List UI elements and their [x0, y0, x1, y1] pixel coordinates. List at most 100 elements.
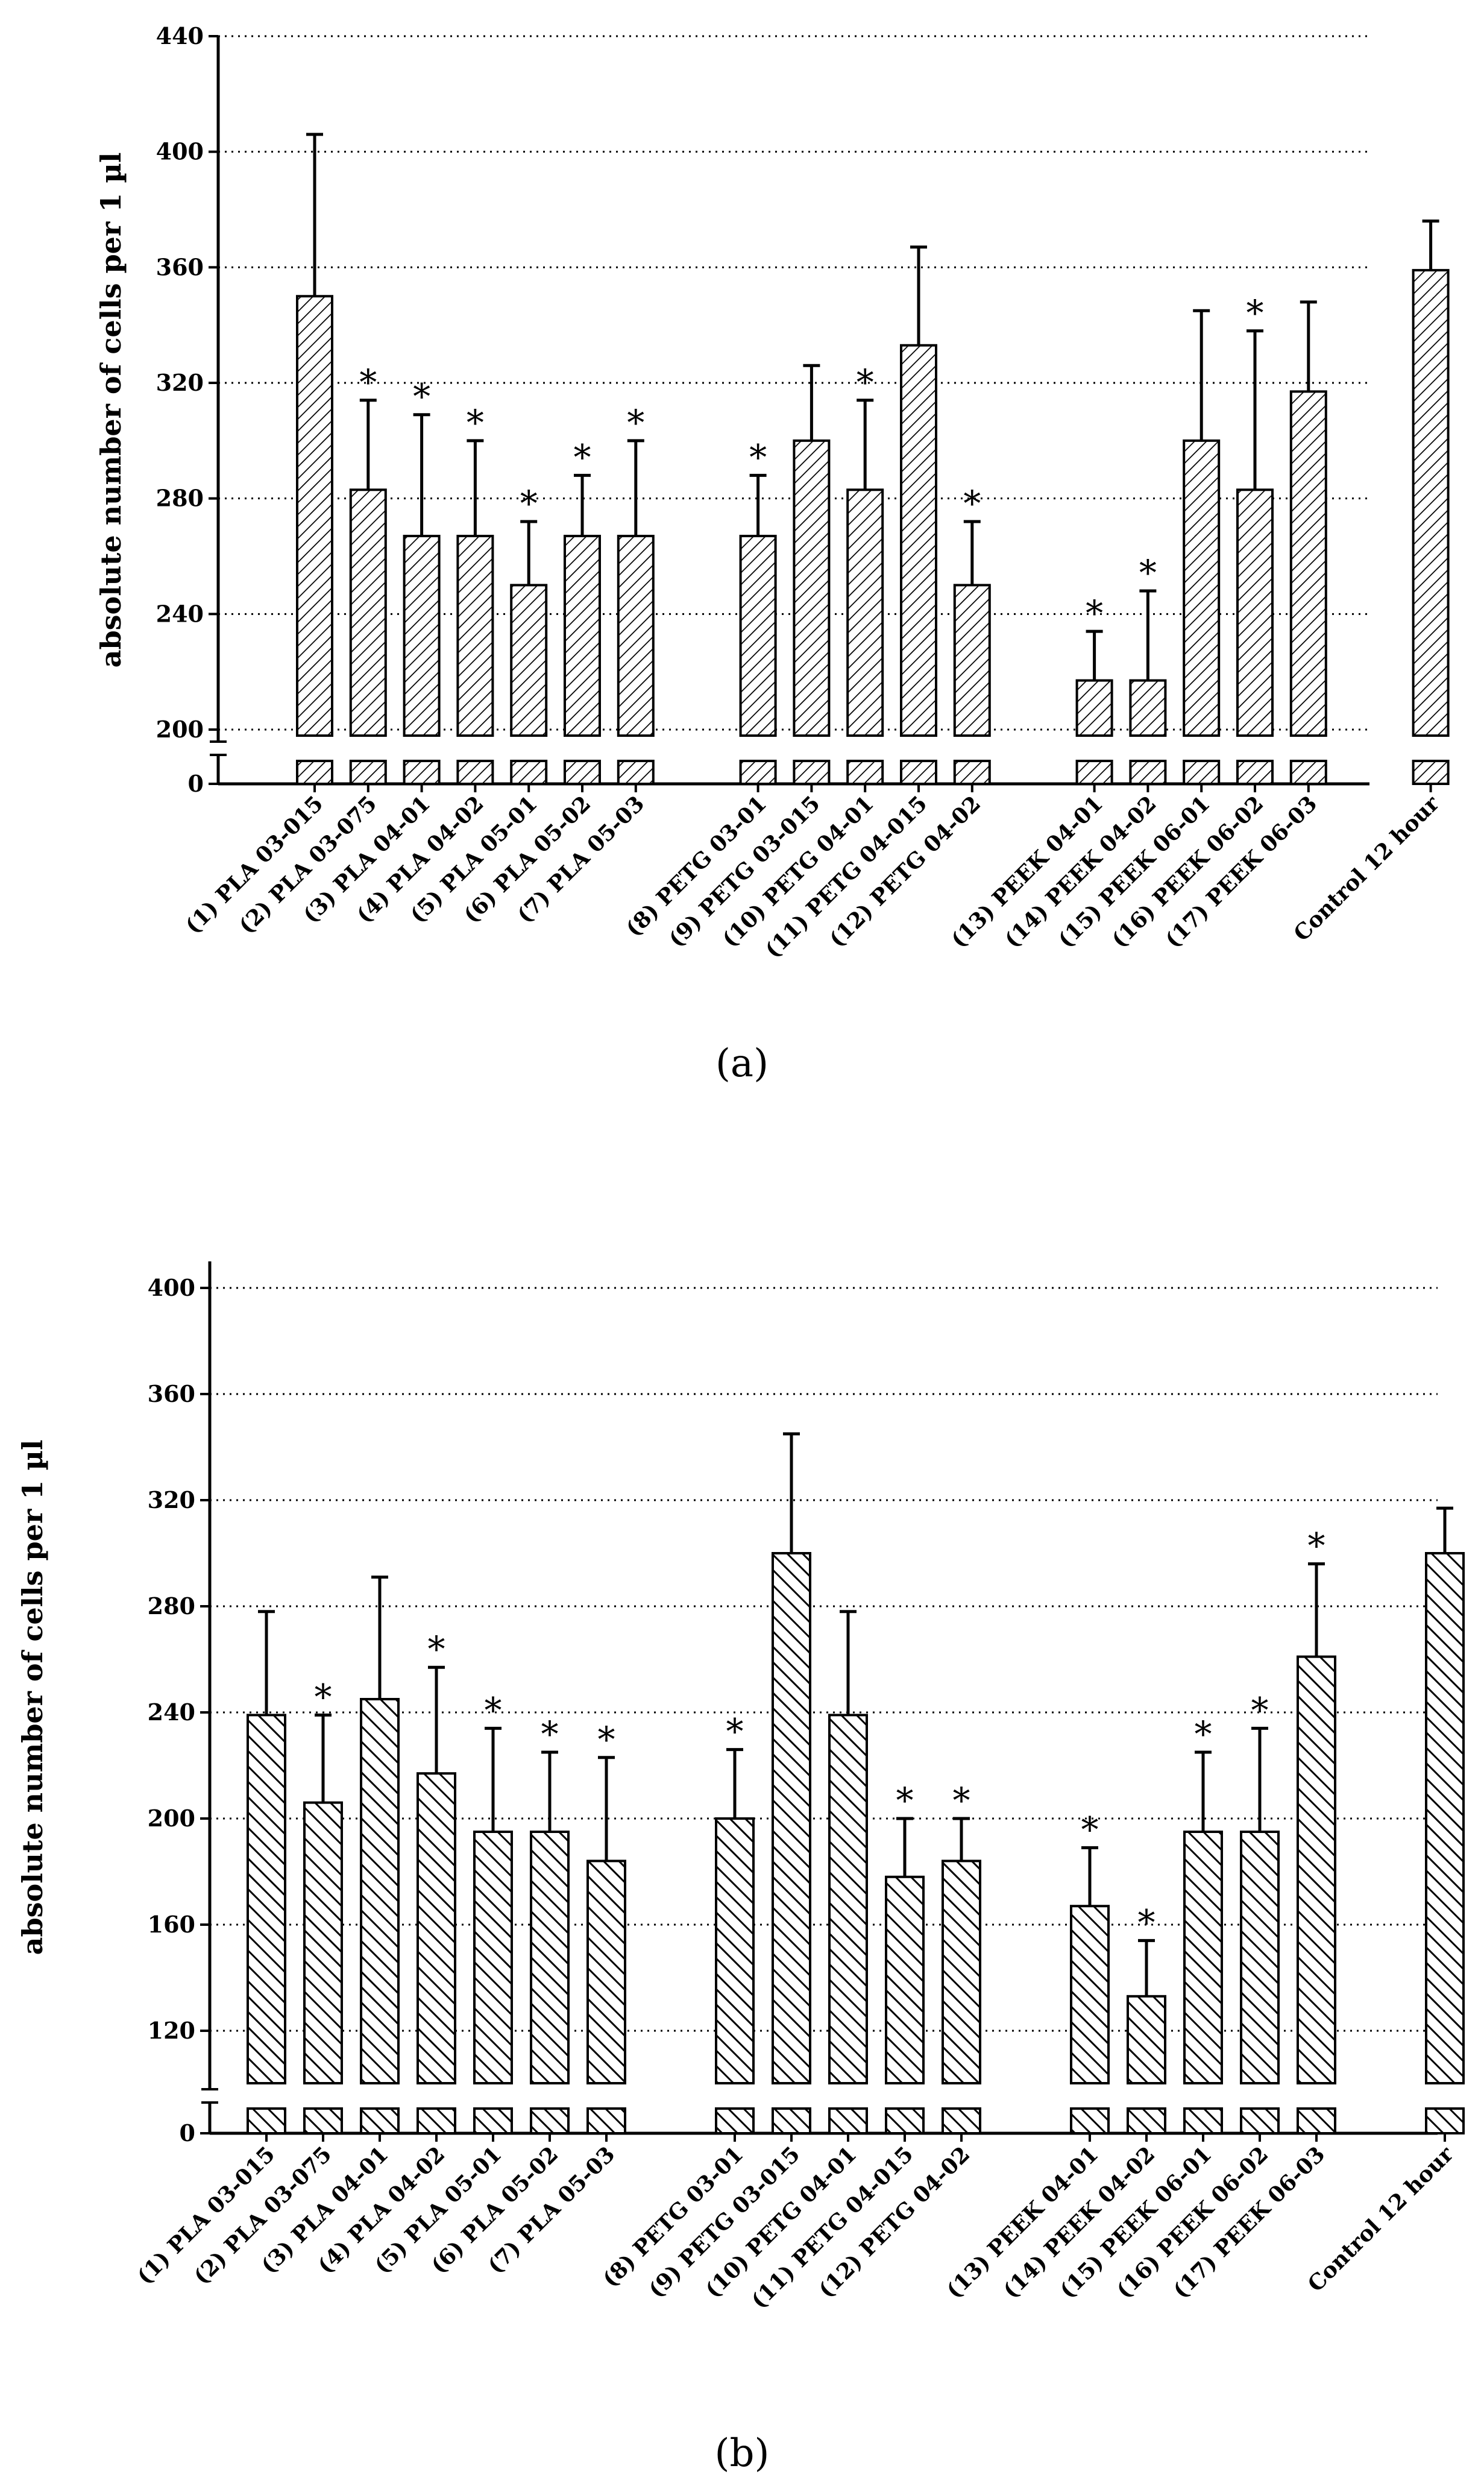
bar [772, 1552, 811, 2084]
bar-stub [772, 2107, 811, 2134]
bar [303, 1801, 343, 2085]
bar-stub [1127, 2107, 1166, 2134]
y-tick-label-zero: 0 [180, 2119, 195, 2147]
bar [1240, 1831, 1280, 2084]
bar [296, 295, 333, 737]
significance-marker: * [574, 437, 591, 478]
panel-a-label: (a) [715, 1041, 769, 1086]
bar-stub [1236, 760, 1274, 785]
bar-stub [715, 2107, 755, 2134]
y-tick-label: 280 [156, 485, 204, 512]
bar-stub [586, 2107, 626, 2134]
bar [1129, 679, 1167, 737]
bar [586, 1860, 626, 2084]
bar-stub [828, 2107, 868, 2134]
chart-panel-b: 120 160 200 240 280 320 360 400 0 absolute number… [16, 1261, 1465, 2314]
significance-marker: * [896, 1780, 914, 1821]
significance-marker: * [1086, 593, 1103, 634]
bar [885, 1875, 925, 2085]
bar [715, 1817, 755, 2084]
bar-stub [564, 760, 601, 785]
y-tick-label: 400 [156, 138, 204, 165]
bar-stub [1070, 2107, 1110, 2134]
bar-stub [900, 760, 937, 785]
bar [1075, 679, 1113, 737]
y-tick-label: 320 [156, 369, 204, 396]
significance-marker: * [1251, 1689, 1269, 1730]
bar [828, 1714, 868, 2084]
significance-marker: * [726, 1711, 744, 1752]
bar-stub [953, 760, 991, 785]
significance-marker: * [520, 483, 538, 524]
bar-stub [1183, 2107, 1223, 2134]
y-tick-label: 400 [148, 1274, 195, 1301]
bar [1183, 1831, 1223, 2084]
y-tick-label: 240 [148, 1699, 195, 1726]
bar [739, 534, 777, 737]
bar [349, 488, 387, 737]
significance-marker: * [963, 483, 981, 524]
bar-stub [942, 2107, 981, 2134]
bar [942, 1860, 981, 2084]
significance-marker: * [467, 402, 484, 443]
bar-stub [1412, 760, 1450, 785]
y-tick-label-zero: 0 [188, 770, 204, 797]
bar-stub [530, 2107, 570, 2134]
bar [1183, 439, 1221, 737]
y-tick-label: 320 [148, 1486, 195, 1513]
bar [1070, 1905, 1110, 2084]
bar [953, 584, 991, 737]
bar [564, 534, 601, 737]
bar-stub [1075, 760, 1113, 785]
y-tick-label: 160 [148, 1911, 195, 1938]
bar-stub [617, 760, 655, 785]
bar-stub [247, 2107, 286, 2134]
bar [247, 1714, 286, 2084]
bar-stub [739, 760, 777, 785]
chart-panel-a: 200 240 280 320 360 400 440 0 absolute number of… [95, 22, 1450, 963]
bar [793, 439, 831, 737]
bar [1425, 1552, 1465, 2084]
bar-stub [456, 760, 494, 785]
bar [1412, 269, 1450, 737]
bar-stub [846, 760, 884, 785]
bar-stub [296, 760, 333, 785]
bar [417, 1772, 456, 2084]
significance-marker: * [1308, 1525, 1325, 1566]
significance-marker: * [1139, 552, 1157, 593]
bar-stub [349, 760, 387, 785]
bar-stub [417, 2107, 456, 2134]
bar [846, 488, 884, 737]
bar [900, 344, 937, 737]
y-tick-label: 240 [156, 600, 204, 627]
bar-stub [793, 760, 831, 785]
bar [456, 534, 494, 737]
bar [617, 534, 655, 737]
bar-stub [473, 2107, 513, 2134]
significance-marker: * [1081, 1809, 1099, 1850]
panel-b-label: (b) [715, 2431, 770, 2476]
bar [403, 534, 441, 737]
significance-marker: * [857, 362, 874, 403]
bar-stub [303, 2107, 343, 2134]
significance-marker: * [1138, 1902, 1155, 1943]
bar-stub [1183, 760, 1221, 785]
bar-stub [1425, 2107, 1465, 2134]
bar-stub [510, 760, 548, 785]
bar-stub [1129, 760, 1167, 785]
significance-marker: * [1195, 1714, 1212, 1755]
significance-marker: * [359, 362, 377, 403]
significance-marker: * [1247, 292, 1264, 333]
significance-marker: * [953, 1780, 970, 1821]
category-label: Control 12 hour [1303, 2141, 1459, 2297]
bar-stub [1289, 760, 1327, 785]
y-tick-label: 120 [148, 2017, 195, 2044]
bar [510, 584, 548, 737]
bar [473, 1831, 513, 2084]
bar [1127, 1995, 1166, 2085]
bar-stub [1240, 2107, 1280, 2134]
significance-marker: * [627, 402, 644, 443]
bar-stub [1297, 2107, 1336, 2134]
y-tick-label: 280 [148, 1592, 195, 1620]
